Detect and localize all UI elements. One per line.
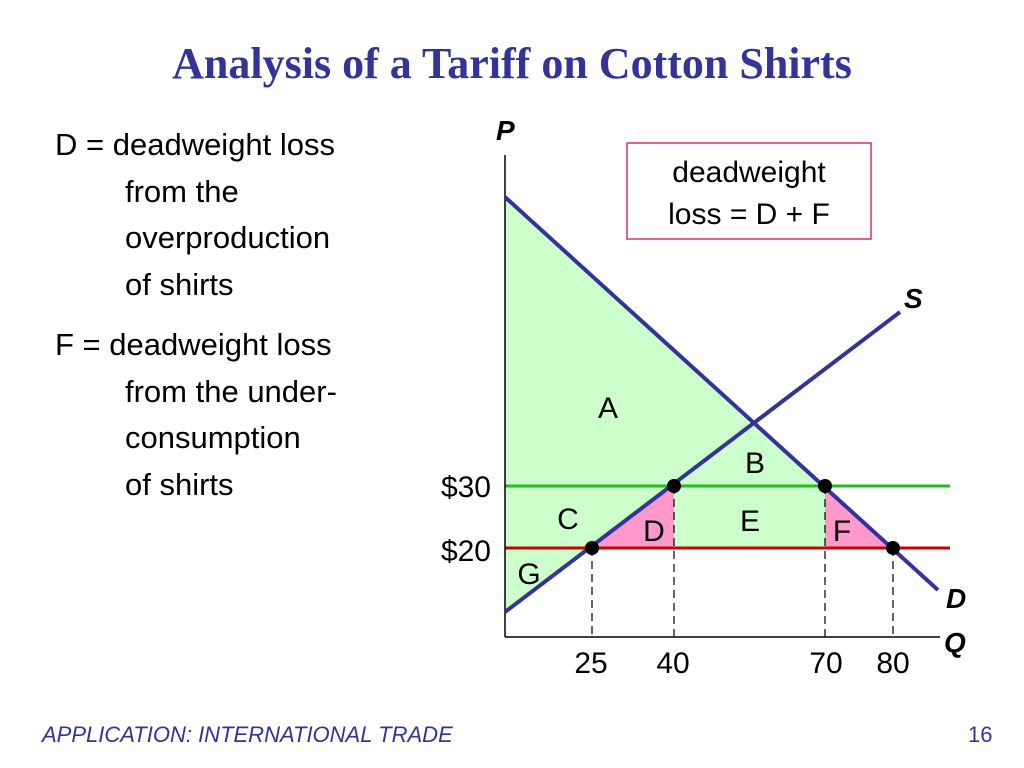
definition-d-line: of shirts bbox=[125, 266, 234, 302]
quantity-label-40: 40 bbox=[656, 647, 689, 680]
region-consumer-surplus-fill bbox=[505, 197, 893, 612]
supply-label: S bbox=[904, 283, 923, 314]
point-demand-at-30 bbox=[818, 479, 832, 493]
demand-label: D bbox=[946, 583, 966, 614]
definition-d-line: overproduction bbox=[125, 220, 331, 255]
callout-box bbox=[626, 142, 872, 240]
region-label-a: A bbox=[598, 392, 618, 425]
region-label-e: E bbox=[740, 505, 760, 538]
definition-d-line: D = deadweight loss bbox=[55, 127, 336, 162]
definition-f-line: F = deadweight loss bbox=[55, 327, 332, 362]
region-label-g: G bbox=[517, 558, 540, 591]
quantity-label-80: 80 bbox=[876, 647, 909, 680]
axis-x-label: Q bbox=[944, 627, 966, 658]
quantity-label-25: 25 bbox=[574, 647, 607, 680]
callout-line-2: loss = D + F bbox=[668, 198, 830, 231]
region-label-c: C bbox=[557, 503, 579, 536]
price-label-20: $20 bbox=[441, 535, 491, 568]
region-label-d: D bbox=[643, 515, 665, 548]
footer-text: APPLICATION: INTERNATIONAL TRADE bbox=[42, 722, 453, 747]
demand-curve bbox=[503, 195, 940, 592]
definition-f-line: consumption bbox=[125, 420, 301, 455]
point-supply-at-20 bbox=[585, 541, 599, 555]
point-supply-at-30 bbox=[667, 479, 681, 493]
definition-d: D = deadweight loss from the overproduct… bbox=[55, 122, 415, 308]
quantity-label-70: 70 bbox=[809, 647, 842, 680]
region-label-f: F bbox=[833, 515, 851, 548]
price-label-30: $30 bbox=[441, 471, 491, 504]
definitions: D = deadweight loss from the overproduct… bbox=[55, 122, 415, 522]
point-demand-at-20 bbox=[886, 541, 900, 555]
definition-f: F = deadweight loss from the under- cons… bbox=[55, 322, 415, 508]
definition-d-line: from the bbox=[125, 173, 239, 209]
callout-line-1: deadweight bbox=[672, 156, 826, 189]
definition-f-line: from the under- bbox=[125, 373, 337, 409]
region-label-b: B bbox=[745, 447, 765, 480]
supply-curve bbox=[503, 310, 902, 614]
axis-y-label: P bbox=[496, 115, 515, 146]
page-number: 16 bbox=[968, 722, 993, 747]
slide-title: Analysis of a Tariff on Cotton Shirts bbox=[172, 39, 852, 88]
definition-f-line: of shirts bbox=[125, 466, 234, 502]
